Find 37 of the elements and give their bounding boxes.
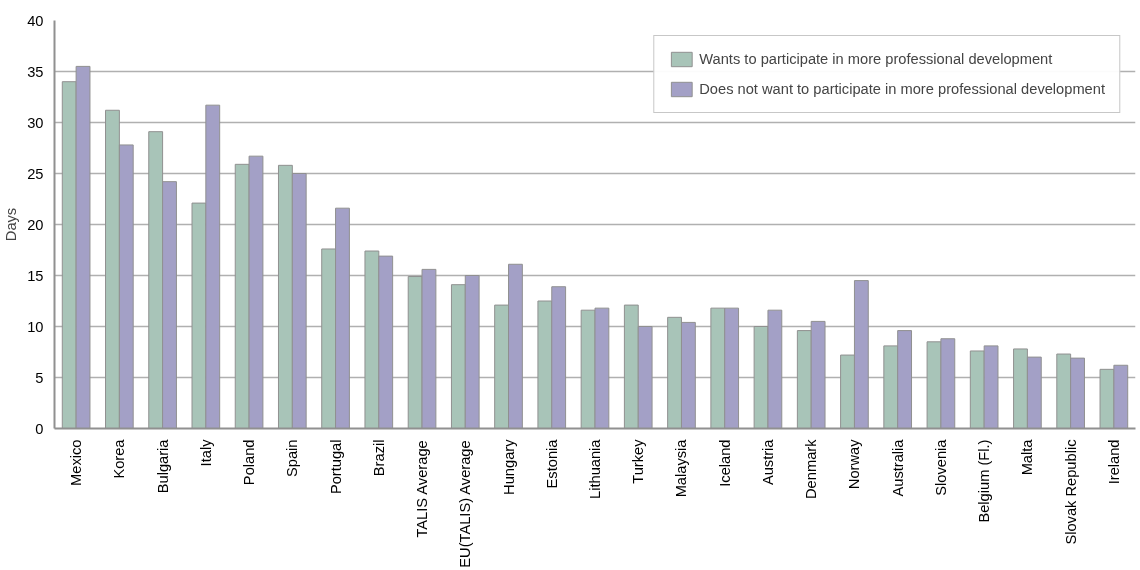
x-tick-label: Slovenia — [932, 438, 949, 496]
y-tick-label: 35 — [27, 63, 44, 80]
x-tick-label: EU(TALIS) Average — [457, 440, 474, 568]
x-tick-label: Malta — [1019, 438, 1036, 476]
x-tick-label: Austria — [759, 438, 776, 486]
y-tick-label: 40 — [27, 12, 44, 29]
x-tick-label: Korea — [111, 438, 128, 479]
x-tick-label: Bulgaria — [154, 438, 171, 494]
legend-label: Wants to participate in more professional development — [699, 51, 1053, 67]
x-tick-label: Denmark — [803, 438, 820, 499]
x-tick-label: Spain — [284, 439, 301, 477]
x-tick-label: Hungary — [500, 438, 517, 495]
x-tick-label: Australia — [889, 438, 906, 497]
legend-label: Does not want to participate in more professional development — [699, 81, 1105, 97]
y-tick-label: 20 — [27, 216, 44, 233]
y-tick-label: 0 — [35, 420, 44, 437]
x-tick-label: Estonia — [543, 438, 560, 489]
y-axis-title: Days — [3, 207, 20, 242]
x-tick-label: Brazil — [370, 439, 387, 477]
x-tick-label: Turkey — [630, 438, 647, 484]
x-tick-label: Portugal — [327, 439, 344, 495]
y-tick-label: 30 — [27, 114, 44, 131]
x-tick-label: Lithuania — [587, 438, 603, 499]
x-tick-label: Malaysia — [673, 438, 690, 498]
x-tick-label: Iceland — [716, 439, 733, 487]
x-tick-label: Norway — [846, 438, 863, 490]
x-tick-label: TALIS Average — [414, 440, 431, 538]
x-tick-label: Poland — [241, 439, 258, 486]
x-tick-label: Mexico — [68, 439, 85, 486]
y-tick-label: 5 — [35, 369, 44, 386]
y-tick-label: 10 — [27, 318, 44, 335]
y-tick-label: 15 — [27, 267, 44, 284]
x-tick-label: Slovak Republic — [1062, 439, 1079, 545]
x-tick-label: Belgium (Fl.) — [976, 439, 993, 523]
x-tick-label: Italy — [197, 438, 214, 467]
x-tick-label: Ireland — [1105, 439, 1122, 485]
y-tick-label: 25 — [27, 165, 44, 182]
